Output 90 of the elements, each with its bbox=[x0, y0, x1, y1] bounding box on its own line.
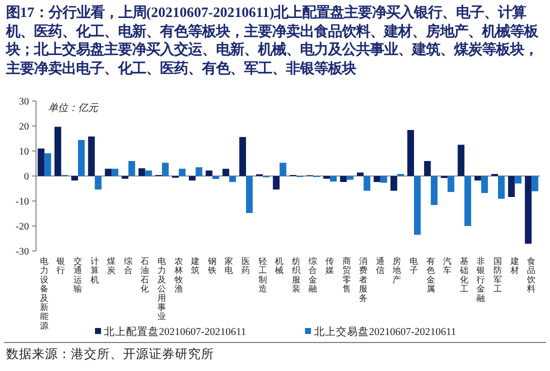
y-tick-label: 10 bbox=[19, 146, 29, 158]
x-tick-label: 有色金属 bbox=[426, 256, 436, 294]
bar bbox=[145, 170, 152, 176]
bar bbox=[481, 176, 488, 193]
bar bbox=[514, 176, 522, 184]
bar bbox=[188, 176, 196, 180]
source-note: 数据来源：港交所、开源证券研究所 bbox=[6, 346, 214, 363]
x-tick-label: 电力及公用事业 bbox=[158, 256, 166, 322]
y-tick-label: -10 bbox=[16, 196, 29, 208]
bar bbox=[178, 168, 186, 176]
x-tick-label: 商贸零售 bbox=[342, 256, 352, 294]
bar bbox=[498, 176, 505, 199]
bar bbox=[280, 162, 286, 176]
y-tick-label: -20 bbox=[16, 222, 29, 232]
bar bbox=[407, 130, 414, 176]
x-tick-label: 钢铁 bbox=[206, 256, 217, 276]
bar bbox=[104, 168, 112, 176]
bar bbox=[340, 176, 347, 182]
bar bbox=[222, 168, 230, 176]
bar bbox=[474, 176, 482, 180]
x-tick-label: 机械 bbox=[275, 256, 284, 276]
bar bbox=[239, 137, 246, 176]
bar bbox=[162, 162, 169, 176]
bar bbox=[44, 153, 52, 176]
x-tick-label: 轻工制造 bbox=[258, 256, 268, 294]
legend-label: 北上交易盘20210607-20210611 bbox=[314, 325, 456, 338]
bar bbox=[346, 176, 354, 180]
x-tick-label: 综合 bbox=[124, 256, 133, 276]
y-tick-label: 20 bbox=[19, 122, 29, 132]
bar bbox=[414, 176, 421, 235]
x-tick-label: 电力设备及新能源 bbox=[40, 256, 49, 330]
annotation: 单位：亿元 bbox=[48, 102, 99, 114]
y-tick-label: -30 bbox=[16, 246, 29, 258]
bar bbox=[424, 161, 431, 176]
bar bbox=[122, 176, 128, 179]
x-tick-label: 石油石化 bbox=[140, 256, 150, 294]
x-tick-label: 煤炭 bbox=[107, 256, 116, 276]
x-tick-label: 汽车 bbox=[443, 256, 452, 276]
x-tick-label: 基础化工 bbox=[458, 256, 469, 294]
bar bbox=[430, 176, 438, 205]
bar bbox=[196, 167, 202, 176]
legend-label: 北上配置盘20210607-20210611 bbox=[104, 325, 246, 338]
bar bbox=[323, 176, 330, 179]
bar bbox=[112, 168, 118, 176]
bar bbox=[78, 140, 85, 176]
bar bbox=[532, 176, 538, 192]
bar bbox=[364, 176, 370, 191]
x-tick-label: 传媒 bbox=[326, 256, 334, 276]
x-tick-label: 非银行金融 bbox=[476, 256, 486, 303]
bar bbox=[212, 176, 220, 179]
bar bbox=[54, 126, 62, 176]
x-tick-label: 农林牧渔 bbox=[173, 256, 184, 294]
bar bbox=[330, 176, 337, 182]
x-tick-label: 房地产 bbox=[392, 256, 402, 284]
bar bbox=[356, 172, 364, 176]
x-tick-label: 食品饮料 bbox=[526, 256, 536, 294]
chart-title: 图17：分行业看，上周(20210607-20210611)北上配置盘主要净买入银行、电子、计算机、医药、化工、电新、有色等板块，主要净卖出食品饮料、建材、房地产、机械等板块；北上交易盘主要净买入交运、电新、机械、电力及公共事业、建筑、煤炭等板块，主要净卖出电子、化工、医药、有色、军工、非银等板块 bbox=[6, 4, 540, 78]
bar bbox=[458, 144, 464, 176]
x-tick-label: 计算机 bbox=[90, 256, 100, 284]
bar bbox=[138, 168, 146, 176]
x-tick-label: 通信 bbox=[376, 256, 385, 276]
bar bbox=[206, 170, 212, 176]
bar bbox=[272, 176, 280, 190]
bar bbox=[71, 176, 78, 180]
x-tick-label: 建筑 bbox=[190, 256, 200, 276]
x-tick-label: 电子 bbox=[410, 256, 418, 276]
bar bbox=[229, 176, 236, 182]
y-tick-label: 30 bbox=[19, 96, 29, 108]
bar bbox=[246, 176, 253, 213]
y-tick-label: 0 bbox=[24, 172, 29, 182]
bar bbox=[38, 148, 44, 176]
x-tick-label: 医药 bbox=[242, 256, 250, 276]
x-tick-label: 纺织服装 bbox=[292, 256, 301, 294]
x-tick-label: 国防军工 bbox=[494, 256, 502, 294]
bar bbox=[374, 176, 380, 182]
x-tick-label: 银行 bbox=[56, 256, 66, 276]
x-tick-label: 消费者服务 bbox=[359, 256, 368, 303]
x-tick-label: 家电 bbox=[224, 256, 234, 276]
x-tick-label: 建材 bbox=[509, 256, 520, 276]
bar bbox=[524, 176, 532, 244]
bar bbox=[464, 176, 472, 226]
bar bbox=[128, 161, 136, 176]
bar bbox=[508, 176, 515, 197]
bar bbox=[448, 176, 454, 192]
bar bbox=[94, 176, 102, 190]
bar bbox=[390, 176, 398, 191]
x-tick-label: 交通运输 bbox=[74, 256, 82, 294]
bar bbox=[380, 176, 388, 183]
bar bbox=[88, 136, 95, 176]
x-tick-label: 综合金融 bbox=[308, 256, 318, 294]
